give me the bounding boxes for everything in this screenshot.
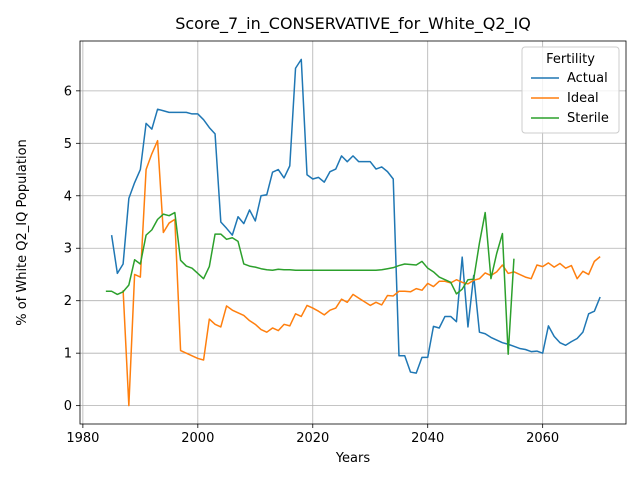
x-tick-label: 2000 — [181, 431, 214, 446]
chart-title: Score_7_in_CONSERVATIVE_for_White_Q2_IQ — [175, 14, 531, 34]
legend-title: Fertility — [546, 52, 595, 67]
x-axis-ticks: 1980 2000 2020 2040 2060 — [66, 424, 559, 446]
y-tick-label: 5 — [64, 137, 72, 152]
x-tick-label: 1980 — [66, 431, 99, 446]
x-axis-label: Years — [335, 451, 371, 466]
y-tick-label: 2 — [64, 294, 72, 309]
y-tick-label: 3 — [64, 242, 72, 257]
legend-label-sterile: Sterile — [567, 111, 609, 126]
y-tick-label: 1 — [64, 347, 72, 362]
x-tick-label: 2040 — [411, 431, 444, 446]
legend: Fertility Actual Ideal Sterile — [521, 46, 620, 134]
y-tick-label: 4 — [64, 189, 72, 204]
y-axis-ticks: 0 1 2 3 4 5 6 — [64, 84, 80, 414]
legend-label-actual: Actual — [567, 71, 608, 86]
series-line-ideal — [122, 139, 601, 407]
x-tick-label: 2020 — [296, 431, 329, 446]
y-tick-label: 0 — [64, 399, 72, 414]
y-axis-label: % of White Q2_IQ Population — [15, 139, 30, 326]
series-line-actual — [110, 58, 601, 374]
y-tick-label: 6 — [64, 84, 72, 99]
plot-frame — [79, 40, 627, 425]
legend-box — [521, 46, 620, 134]
series-line-sterile — [105, 211, 515, 355]
series-lines — [105, 58, 601, 407]
grid-lines — [80, 41, 626, 424]
legend-label-ideal: Ideal — [567, 91, 599, 106]
x-tick-label: 2060 — [526, 431, 559, 446]
